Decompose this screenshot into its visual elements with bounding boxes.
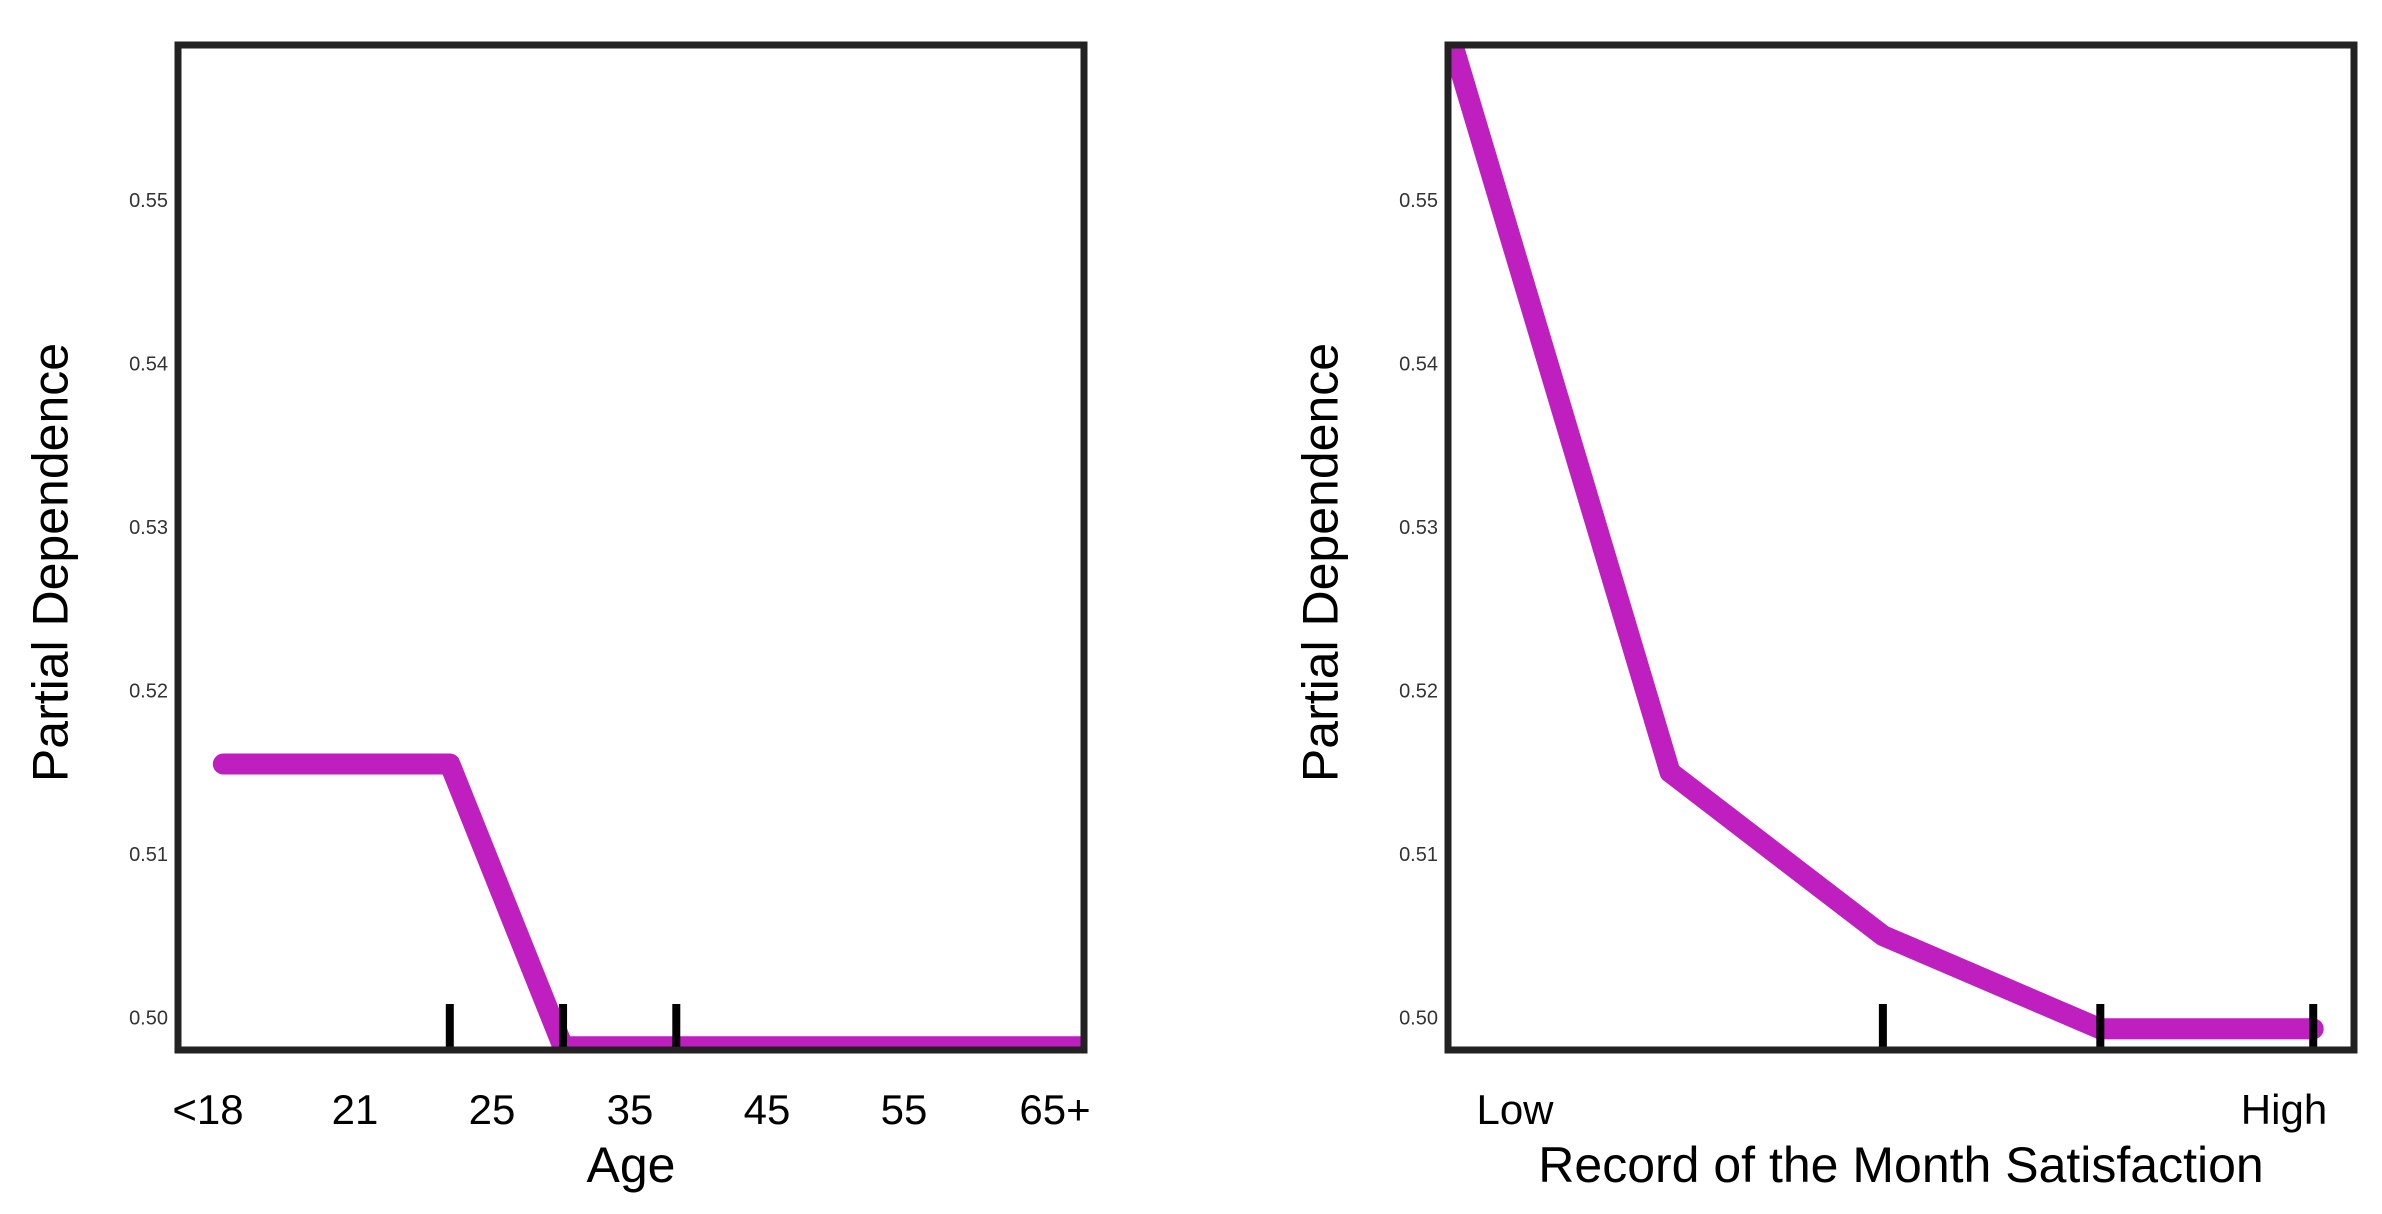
x-tick-label: 45 bbox=[744, 1086, 791, 1133]
y-tick-label: 0.55 bbox=[129, 190, 168, 212]
x-axis-title: Age bbox=[587, 1137, 676, 1193]
chart-age: 0.50 0.51 0.52 0.53 0.54 0.55 <18 21 25 35 45 55 65+… bbox=[23, 41, 1091, 1193]
plot-frame bbox=[174, 41, 1088, 1054]
series-line bbox=[212, 753, 1084, 1050]
x-tick-label: 21 bbox=[332, 1086, 379, 1133]
x-tick-label: High bbox=[2241, 1086, 2327, 1133]
y-tick-label: 0.50 bbox=[1399, 1007, 1438, 1029]
y-tick-label: 0.52 bbox=[129, 680, 168, 702]
x-tick-label: 65+ bbox=[1019, 1086, 1090, 1133]
x-tick-label: 35 bbox=[607, 1086, 654, 1133]
y-tick-label: 0.50 bbox=[129, 1007, 168, 1029]
y-tick-label: 0.52 bbox=[1399, 680, 1438, 702]
y-tick-label: 0.51 bbox=[129, 844, 168, 866]
y-tick-label: 0.53 bbox=[1399, 517, 1438, 539]
y-axis-title: Partial Dependence bbox=[23, 343, 79, 782]
x-tick-label: 55 bbox=[881, 1086, 928, 1133]
x-tick-label: Low bbox=[1476, 1086, 1554, 1133]
y-tick-label: 0.54 bbox=[1399, 354, 1438, 376]
series-line bbox=[1448, 45, 2324, 1040]
y-tick-label: 0.55 bbox=[1399, 190, 1438, 212]
x-tick-label: <18 bbox=[172, 1086, 243, 1133]
y-tick-label: 0.51 bbox=[1399, 844, 1438, 866]
plot-frame bbox=[1444, 41, 2358, 1054]
y-axis-title: Partial Dependence bbox=[1293, 343, 1349, 782]
x-axis-title: Record of the Month Satisfaction bbox=[1538, 1137, 2263, 1193]
y-tick-label: 0.54 bbox=[129, 354, 168, 376]
x-tick-label: 25 bbox=[469, 1086, 516, 1133]
y-tick-label: 0.53 bbox=[129, 517, 168, 539]
